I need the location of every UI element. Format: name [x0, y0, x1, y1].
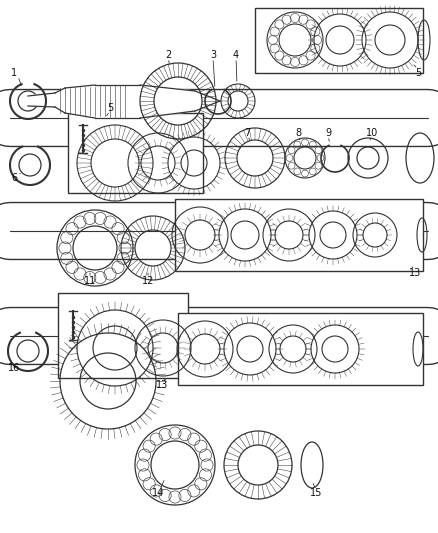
Text: 15: 15 [310, 488, 322, 498]
Polygon shape [28, 93, 55, 107]
Polygon shape [65, 85, 95, 118]
Bar [68, 113, 203, 193]
Text: 14: 14 [152, 488, 164, 498]
Text: 1: 1 [11, 68, 17, 78]
Bar [175, 199, 423, 271]
Text: 11: 11 [84, 276, 96, 286]
Text: 6: 6 [11, 173, 17, 183]
Text: 3: 3 [210, 50, 216, 60]
Text: 8: 8 [295, 128, 301, 138]
Text: 16: 16 [8, 363, 20, 373]
Text: 7: 7 [244, 128, 250, 138]
Polygon shape [55, 88, 65, 113]
Text: 2: 2 [165, 50, 171, 60]
Bar [58, 293, 188, 378]
Bar [178, 313, 423, 385]
Bar [255, 8, 423, 73]
Text: 4: 4 [233, 50, 239, 60]
Text: 5: 5 [107, 103, 113, 113]
Text: 13: 13 [156, 380, 168, 390]
Text: 13: 13 [409, 268, 421, 278]
Text: 9: 9 [325, 128, 331, 138]
Text: 12: 12 [142, 276, 154, 286]
Polygon shape [140, 85, 195, 118]
Polygon shape [95, 85, 140, 118]
Text: 5: 5 [415, 68, 421, 78]
Text: 10: 10 [366, 128, 378, 138]
Polygon shape [195, 91, 220, 111]
